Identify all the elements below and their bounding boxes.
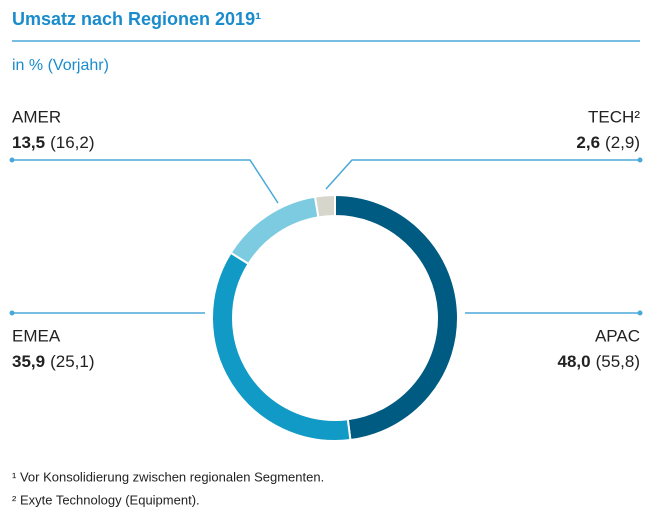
category-label: TECH² (588, 107, 640, 126)
leader-line (325, 159, 640, 190)
category-label: EMEA (12, 326, 61, 345)
previous-value: (2,9) (605, 133, 640, 152)
value-label: 13,5 (16,2) (12, 133, 95, 152)
category-label: AMER (12, 107, 61, 126)
previous-value: (55,8) (596, 352, 640, 371)
footnote: ¹ Vor Konsolidierung zwischen regionalen… (12, 469, 324, 484)
footnote: ² Exyte Technology (Equipment). (12, 492, 200, 507)
value-label: 48,0 (55,8) (557, 352, 640, 371)
leader-dot (637, 157, 643, 163)
current-value: 35,9 (12, 352, 45, 371)
donut-segment (211, 251, 352, 442)
leader-dot (9, 157, 15, 163)
category-label: APAC (595, 326, 640, 345)
leader-line (12, 159, 279, 204)
current-value: 48,0 (557, 352, 590, 371)
leader-dot (9, 310, 15, 316)
value-label: 2,6 (2,9) (576, 133, 640, 152)
current-value: 13,5 (12, 133, 45, 152)
chart-title: Umsatz nach Regionen 2019¹ (12, 9, 261, 29)
leader-dot (637, 310, 643, 316)
value-label: 35,9 (25,1) (12, 352, 95, 371)
previous-value: (16,2) (50, 133, 94, 152)
donut-segment (313, 193, 336, 219)
donut-segment (334, 193, 459, 442)
donut-segment (229, 195, 320, 266)
chart-subtitle: in % (Vorjahr) (12, 57, 109, 74)
current-value: 2,6 (576, 133, 600, 152)
previous-value: (25,1) (50, 352, 94, 371)
